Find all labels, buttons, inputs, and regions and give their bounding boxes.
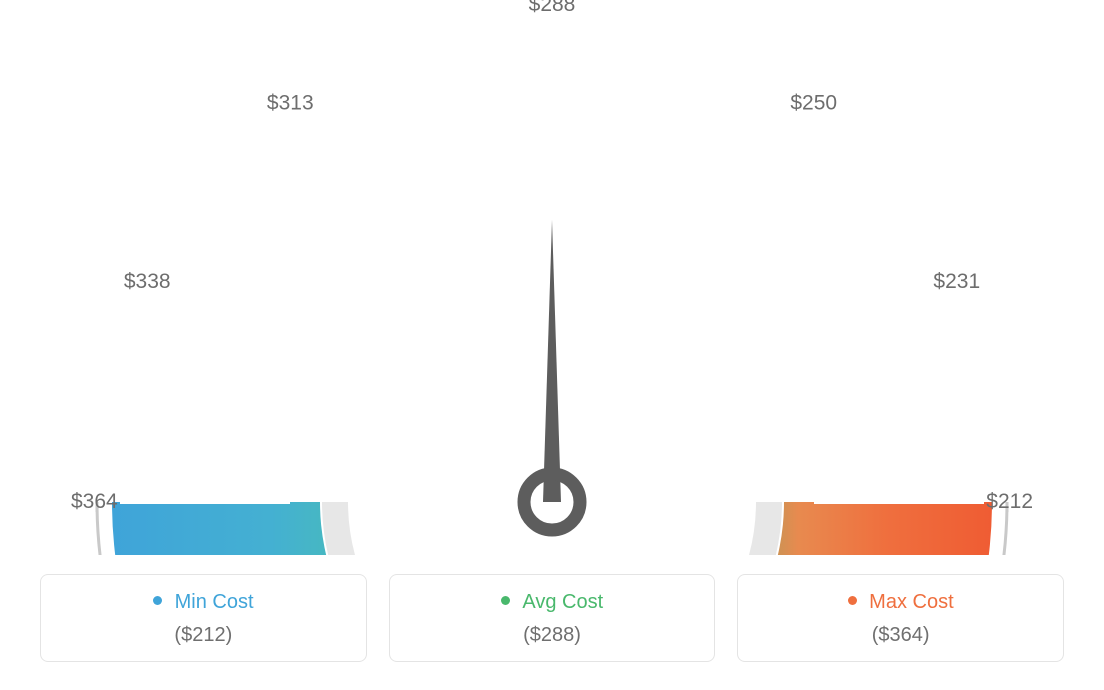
gauge-chart: $212 $231 $250 $288 $313 $338 $364 bbox=[0, 0, 1104, 555]
gauge-tick-label: $212 bbox=[986, 490, 1033, 513]
legend-label-min: Min Cost bbox=[175, 591, 254, 613]
gauge-tick-label: $364 bbox=[71, 490, 118, 513]
legend-dot-min bbox=[153, 596, 162, 605]
gauge-tick-label: $250 bbox=[790, 92, 837, 115]
legend-value-min: ($212) bbox=[51, 624, 356, 647]
gauge-tick-label: $313 bbox=[267, 92, 314, 115]
gauge-tick-label: $288 bbox=[529, 0, 576, 16]
legend-card-min: Min Cost ($212) bbox=[40, 574, 367, 662]
gauge-tick-label: $231 bbox=[933, 270, 980, 293]
legend-row: Min Cost ($212) Avg Cost ($288) Max Cost… bbox=[40, 574, 1064, 662]
legend-label-avg: Avg Cost bbox=[522, 591, 603, 613]
legend-value-avg: ($288) bbox=[400, 624, 705, 647]
legend-card-avg: Avg Cost ($288) bbox=[389, 574, 716, 662]
legend-card-max: Max Cost ($364) bbox=[737, 574, 1064, 662]
gauge-infographic: $212 $231 $250 $288 $313 $338 $364 Min Cost ($… bbox=[0, 0, 1104, 690]
legend-label-max: Max Cost bbox=[869, 591, 953, 613]
gauge-needle bbox=[543, 220, 561, 502]
legend-dot-max bbox=[848, 596, 857, 605]
legend-dot-avg bbox=[501, 596, 510, 605]
legend-value-max: ($364) bbox=[748, 624, 1053, 647]
gauge-tick-label: $338 bbox=[124, 270, 171, 293]
